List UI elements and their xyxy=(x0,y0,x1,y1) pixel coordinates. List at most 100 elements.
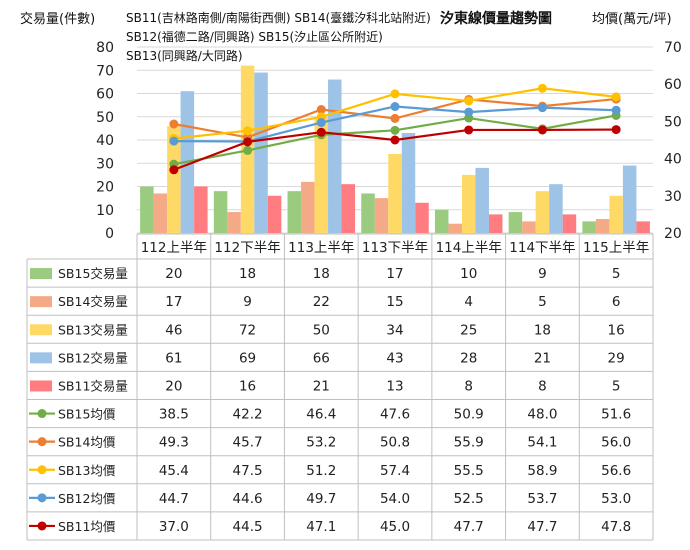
point-SB11均價 xyxy=(611,125,621,135)
table-value: 25 xyxy=(460,322,477,338)
table-value: 47.6 xyxy=(380,407,410,423)
point-SB13均價 xyxy=(464,96,474,106)
bar-SB15交易量 xyxy=(434,209,449,233)
table-value: 66 xyxy=(313,350,330,366)
bar-SB11交易量 xyxy=(341,184,356,233)
bar-SB12交易量 xyxy=(254,72,268,233)
bar-SB14交易量 xyxy=(374,198,389,233)
table-value: 50.9 xyxy=(454,407,484,423)
left-axis-tick-label: 70 xyxy=(96,63,114,79)
legend-marker-SB11均價 xyxy=(37,521,47,531)
legend-label: SB15均價 xyxy=(58,407,116,422)
bar-SB11交易量 xyxy=(562,214,577,233)
left-axis-tick-label: 40 xyxy=(96,133,114,149)
left-axis-tick-label: 80 xyxy=(96,40,114,56)
legend-label: SB15交易量 xyxy=(58,266,128,281)
table-value: 51.6 xyxy=(601,407,631,423)
table-value: 44.7 xyxy=(159,491,189,507)
table-value: 52.5 xyxy=(454,491,484,507)
table-value: 45.4 xyxy=(159,463,189,479)
legend-label: SB14均價 xyxy=(58,435,116,450)
legend-swatch-SB11交易量 xyxy=(30,380,52,392)
bar-SB13交易量 xyxy=(167,126,181,233)
table-value: 28 xyxy=(460,350,477,366)
table-value: 8 xyxy=(538,378,547,394)
left-axis-tick-label: 60 xyxy=(96,87,114,103)
location-note-3: SB13(同興路/大同路) xyxy=(126,49,243,63)
table-value: 29 xyxy=(608,350,625,366)
bar-SB11交易量 xyxy=(488,214,503,233)
table-value: 53.0 xyxy=(601,491,631,507)
point-SB15均價 xyxy=(243,145,253,155)
table-value: 47.7 xyxy=(527,519,557,535)
location-note-2: SB12(福德二路/同興路) SB15(汐止區公所附近) xyxy=(126,30,383,44)
left-axis-tick-label: 30 xyxy=(96,156,114,172)
right-axis-tick-label: 40 xyxy=(664,152,682,168)
legend-swatch-SB15交易量 xyxy=(30,268,52,280)
point-SB11均價 xyxy=(390,135,400,145)
legend-marker-SB14均價 xyxy=(37,437,47,447)
point-SB15均價 xyxy=(390,125,400,135)
category-label: 112上半年 xyxy=(141,240,207,256)
bar-SB12交易量 xyxy=(622,165,637,233)
table-value: 17 xyxy=(386,266,403,282)
table-value: 21 xyxy=(313,378,330,394)
bar-SB13交易量 xyxy=(461,174,476,233)
right-axis-tick-label: 50 xyxy=(664,114,682,130)
table-value: 55.5 xyxy=(454,463,484,479)
table-value: 9 xyxy=(243,294,252,310)
legend-swatch-SB14交易量 xyxy=(30,296,52,308)
bar-SB15交易量 xyxy=(361,193,375,233)
table-value: 42.2 xyxy=(233,407,263,423)
table-value: 44.6 xyxy=(233,491,263,507)
table-value: 56.6 xyxy=(601,463,631,479)
bar-SB12交易量 xyxy=(549,184,563,233)
table-value: 13 xyxy=(386,378,403,394)
table-value: 16 xyxy=(239,378,256,394)
table-value: 15 xyxy=(386,294,403,310)
table-value: 53.7 xyxy=(527,491,557,507)
table-value: 46 xyxy=(165,322,182,338)
table-value: 49.3 xyxy=(159,435,189,451)
table-value: 47.8 xyxy=(601,519,631,535)
bar-SB11交易量 xyxy=(267,195,282,233)
right-axis-tick-label: 70 xyxy=(664,40,682,56)
bar-SB12交易量 xyxy=(475,167,489,233)
point-SB12均價 xyxy=(169,136,179,146)
table-value: 54.1 xyxy=(527,435,557,451)
table-value: 48.0 xyxy=(527,407,557,423)
table-value: 5 xyxy=(538,294,547,310)
table-value: 50.8 xyxy=(380,435,410,451)
category-label: 114上半年 xyxy=(436,240,502,256)
legend-label: SB14交易量 xyxy=(58,294,128,309)
table-value: 58.9 xyxy=(527,463,557,479)
category-label: 115上半年 xyxy=(583,240,649,256)
table-value: 9 xyxy=(538,266,547,282)
table-value: 51.2 xyxy=(306,463,336,479)
table-value: 21 xyxy=(534,350,551,366)
point-SB14均價 xyxy=(316,104,326,114)
legend-marker-SB12均價 xyxy=(37,493,47,503)
point-SB11均價 xyxy=(316,127,326,137)
table-value: 38.5 xyxy=(159,407,189,423)
bar-SB14交易量 xyxy=(153,193,168,233)
table-value: 20 xyxy=(165,266,182,282)
point-SB13均價 xyxy=(537,83,547,93)
table-value: 17 xyxy=(165,294,182,310)
bar-SB11交易量 xyxy=(415,202,429,233)
table-value: 37.0 xyxy=(159,519,189,535)
table-value: 69 xyxy=(239,350,256,366)
category-label: 114下半年 xyxy=(509,240,575,256)
bar-SB13交易量 xyxy=(314,116,329,233)
point-SB13均價 xyxy=(243,126,253,136)
table-value: 61 xyxy=(165,350,182,366)
table-value: 6 xyxy=(612,294,621,310)
legend-marker-SB15均價 xyxy=(37,409,47,419)
legend-label: SB11交易量 xyxy=(58,378,128,393)
table-value: 8 xyxy=(464,378,473,394)
chart-title: 汐東線價量趨勢圖 xyxy=(440,11,552,27)
bar-SB14交易量 xyxy=(448,223,462,233)
category-label: 112下半年 xyxy=(214,240,280,256)
right-axis-label: 均價(萬元/坪) xyxy=(592,12,672,27)
